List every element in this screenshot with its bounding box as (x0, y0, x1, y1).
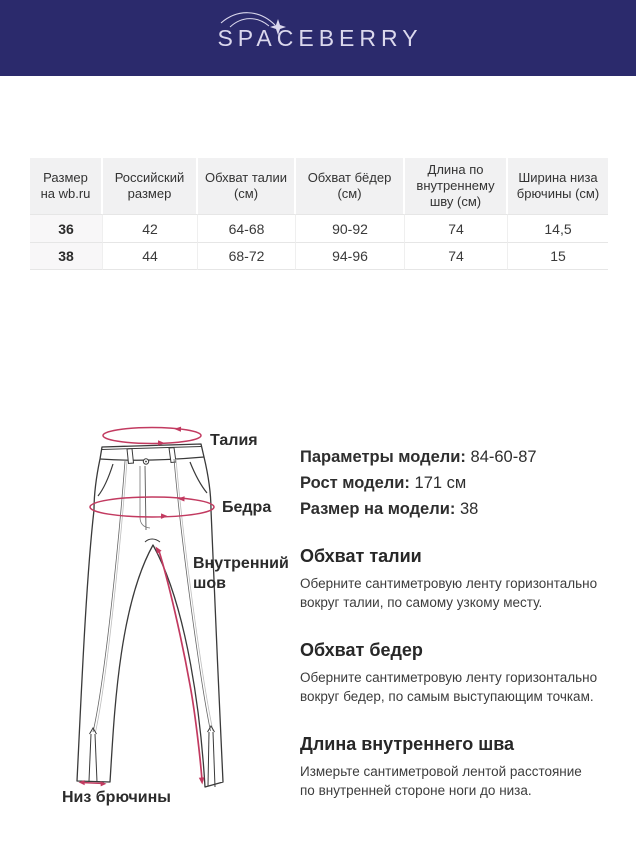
model-params-value: 84-60-87 (470, 448, 537, 466)
size-row-36: 36 42 64-68 90-92 74 14,5 (30, 214, 608, 242)
pocket (97, 463, 114, 497)
hem-slit (207, 725, 216, 788)
size-row-38: 38 44 68-72 94-96 74 15 (30, 242, 608, 270)
col-header-ru-size: Российский размер (103, 158, 198, 214)
model-height-label: Рост модели: (300, 474, 410, 492)
pocket (189, 461, 208, 494)
guide-section-inseam: Длина внутреннего шва Измерьте сантиметр… (300, 734, 622, 800)
model-height-value: 171 см (414, 474, 467, 492)
pants-illustration (76, 426, 224, 788)
inseam-measure-arrow (155, 546, 205, 785)
hem-measure-arrow (78, 780, 107, 787)
hips-label: Бедра (222, 499, 272, 516)
pants-measure-diagram: Талия Бедра Внутренний шов Низ брючины (0, 420, 636, 830)
model-size-line: Размер на модели: 38 (300, 496, 622, 522)
cell-waist: 68-72 (198, 242, 296, 270)
model-params-line: Параметры модели: 84-60-87 (300, 444, 622, 470)
model-size-label: Размер на модели: (300, 500, 456, 518)
cell-ru-size: 44 (103, 242, 198, 270)
waist-measure-ellipse (102, 426, 202, 446)
model-params-label: Параметры модели: (300, 448, 466, 466)
header-band: SPACEBERRY (0, 0, 636, 76)
size-table-header-row: Размер на wb.ru Российский размер Обхват… (30, 158, 608, 214)
hem-label: Низ брючины (62, 789, 171, 806)
col-header-hem-width: Ширина низа брючины (см) (508, 158, 608, 214)
guide-hips-text: Оберните сантиметровую ленту горизонталь… (300, 670, 598, 704)
comet-star-icon (221, 11, 287, 35)
cell-waist: 64-68 (198, 214, 296, 242)
cell-inseam: 74 (405, 242, 508, 270)
waist-label: Талия (210, 432, 258, 449)
info-column: Параметры модели: 84-60-87 Рост модели: … (300, 444, 622, 800)
cell-wb-size: 38 (30, 242, 103, 270)
model-height-line: Рост модели: 171 см (300, 470, 622, 496)
col-header-inseam: Длина по внутреннему шву (см) (405, 158, 508, 214)
size-table: Размер на wb.ru Российский размер Обхват… (30, 158, 608, 270)
cell-hips: 94-96 (296, 242, 405, 270)
guide-waist-text: Оберните сантиметровую ленту горизонталь… (300, 576, 598, 610)
cell-ru-size: 42 (103, 214, 198, 242)
cell-hem-width: 14,5 (508, 214, 608, 242)
col-header-waist: Обхват талии (см) (198, 158, 296, 214)
inseam-label: Внутренний шов (193, 555, 289, 592)
cell-inseam: 74 (405, 214, 508, 242)
hips-measure-ellipse (89, 496, 215, 519)
guide-inseam-title: Длина внутреннего шва (300, 734, 515, 754)
brand-name: SPACEBERRY (217, 24, 423, 51)
model-info: Параметры модели: 84-60-87 Рост модели: … (300, 444, 622, 522)
brand-logo: SPACEBERRY (213, 11, 423, 52)
col-header-hips: Обхват бёдер (см) (296, 158, 405, 214)
cell-wb-size: 36 (30, 214, 103, 242)
pants-outline (76, 443, 224, 788)
col-header-wb-size: Размер на wb.ru (30, 158, 103, 214)
guide-section-hips: Обхват бедер Оберните сантиметровую лент… (300, 640, 622, 706)
guide-inseam-text: Измерьте сантиметровой лентой расстояние… (300, 764, 582, 798)
cell-hem-width: 15 (508, 242, 608, 270)
model-size-value: 38 (459, 500, 479, 518)
measuring-guide: Обхват талии Оберните сантиметровую лент… (300, 546, 622, 800)
guide-waist-title: Обхват талии (300, 546, 422, 566)
guide-section-waist: Обхват талии Оберните сантиметровую лент… (300, 546, 622, 612)
belt-loop (126, 448, 135, 465)
guide-hips-title: Обхват бедер (300, 640, 423, 660)
cell-hips: 90-92 (296, 214, 405, 242)
hem-slit (88, 727, 98, 783)
